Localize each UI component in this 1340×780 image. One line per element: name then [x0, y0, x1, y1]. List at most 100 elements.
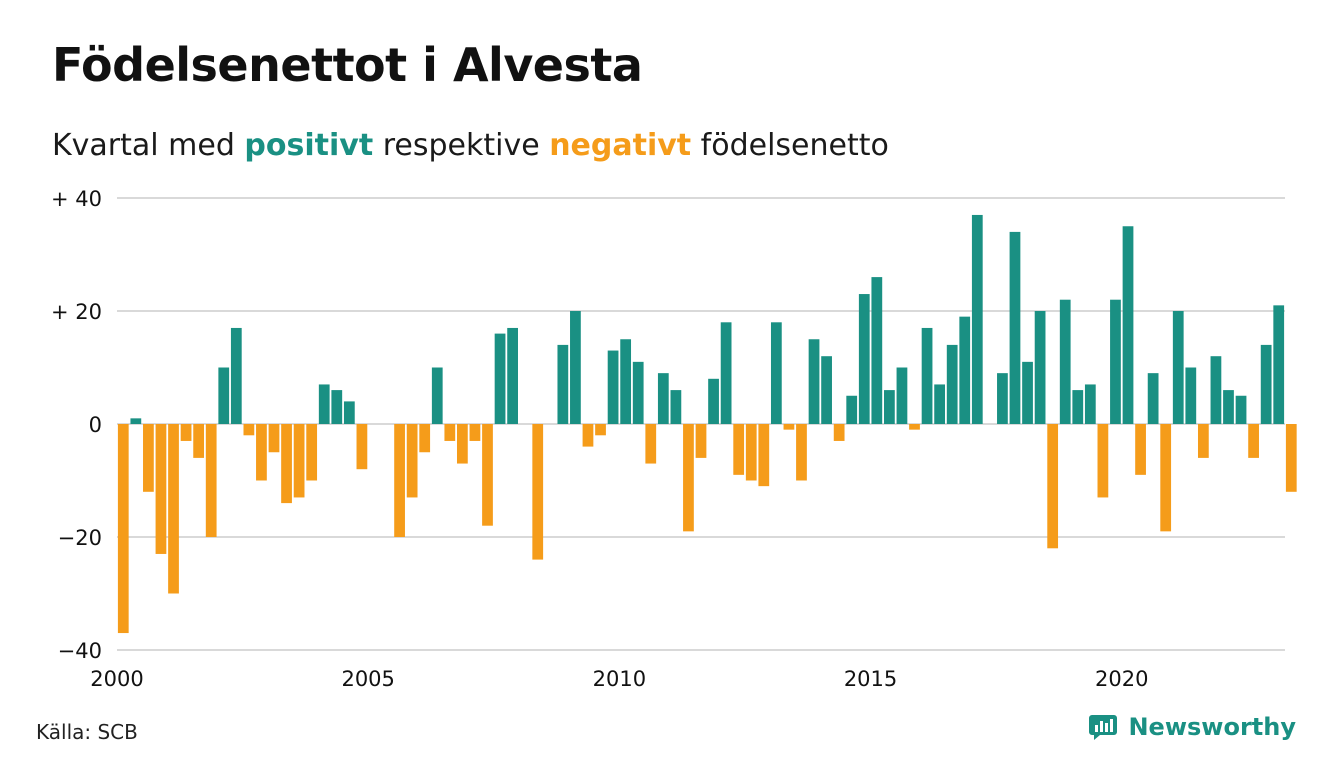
bar-positive	[921, 327, 933, 424]
bar-negative	[268, 424, 280, 453]
bar-negative	[745, 424, 757, 481]
bar-negative	[243, 424, 255, 436]
bar-positive	[331, 390, 343, 424]
bar-negative	[1135, 424, 1146, 475]
bar-positive	[1122, 226, 1134, 424]
bar-negative	[833, 424, 845, 441]
bar-positive	[1009, 231, 1021, 424]
bar-positive	[130, 418, 142, 424]
bar-positive	[884, 390, 895, 424]
bar-positive	[720, 322, 732, 424]
bar-positive	[770, 322, 782, 424]
brand-name: Newsworthy	[1128, 713, 1296, 741]
source-note: Källa: SCB	[36, 720, 138, 744]
bar-negative	[595, 424, 606, 436]
bar-negative	[193, 424, 205, 458]
bar-negative	[306, 424, 318, 481]
bar-chart-logo-icon	[1089, 715, 1118, 740]
bar-negative	[180, 424, 192, 441]
subtitle-suffix: födelsenetto	[691, 128, 889, 163]
bar-negative	[168, 424, 179, 594]
x-axis-tick-labels: 2000 2005 2010 2015 2020	[90, 667, 1148, 691]
bar-positive	[1210, 356, 1222, 424]
bar-positive	[343, 401, 355, 424]
y-tick-label: −40	[58, 639, 102, 663]
bar-positive	[858, 294, 870, 424]
bar-positive	[1235, 395, 1247, 424]
bar-negative	[783, 424, 795, 430]
bar-positive	[971, 214, 983, 424]
bar-positive	[230, 327, 242, 424]
x-tick-label: 2005	[341, 667, 394, 691]
bar-positive	[632, 361, 644, 424]
bar-positive	[218, 367, 230, 424]
bar-negative	[695, 424, 707, 458]
bar-negative	[1285, 424, 1297, 492]
bar-negative	[796, 424, 807, 481]
bar-negative	[281, 424, 292, 504]
bar-negative	[909, 424, 920, 430]
subtitle-prefix: Kvartal med	[52, 128, 245, 163]
bar-positive	[1034, 311, 1046, 424]
bar-negative	[394, 424, 405, 537]
bar-positive	[1110, 299, 1121, 424]
bar-negative	[482, 424, 493, 526]
bar-negative	[1097, 424, 1109, 498]
bar-positive	[1072, 390, 1084, 424]
subtitle-middle: respektive	[373, 128, 550, 163]
bar-positive	[1147, 373, 1159, 424]
bar-positive	[946, 344, 958, 424]
bar-negative	[143, 424, 154, 492]
bar-positive	[1273, 305, 1285, 424]
bar-negative	[1160, 424, 1172, 532]
bar-positive	[821, 356, 832, 424]
chart-title: Födelsenettot i Alvesta	[52, 38, 643, 92]
bar-negative	[205, 424, 217, 537]
bar-positive	[1172, 311, 1184, 424]
bar-positive	[620, 339, 632, 424]
bar-positive	[494, 333, 506, 424]
bar-positive	[607, 350, 619, 424]
bar-negative	[1248, 424, 1259, 458]
bar-positive	[657, 373, 669, 424]
bar-negative	[733, 424, 745, 475]
bar-negative	[683, 424, 694, 532]
bar-negative	[256, 424, 267, 481]
bars	[117, 214, 1297, 634]
bar-positive	[846, 395, 858, 424]
bar-negative	[406, 424, 418, 498]
bar-negative	[456, 424, 468, 464]
bar-positive	[670, 390, 682, 424]
bar-positive	[318, 384, 330, 424]
bar-positive	[557, 344, 569, 424]
bar-positive	[896, 367, 908, 424]
bar-positive	[507, 327, 518, 424]
y-tick-label: + 40	[51, 187, 102, 211]
subtitle-positive-word: positivt	[244, 128, 374, 163]
bar-negative	[582, 424, 594, 447]
bar-positive	[1084, 384, 1096, 424]
bar-positive	[570, 311, 581, 424]
bar-negative	[532, 424, 544, 560]
bar-positive	[934, 384, 946, 424]
y-tick-label: + 20	[51, 300, 102, 324]
bar-negative	[356, 424, 368, 470]
bar-negative	[1197, 424, 1209, 458]
y-axis-tick-labels: −40 −20 0 + 20 + 40	[51, 187, 102, 663]
bar-negative	[469, 424, 481, 441]
bar-positive	[997, 373, 1008, 424]
x-tick-label: 2015	[844, 667, 897, 691]
bar-negative	[645, 424, 657, 464]
brand-logo: Newsworthy	[1088, 712, 1296, 742]
bar-negative	[117, 424, 129, 634]
bar-positive	[431, 367, 443, 424]
bar-negative	[155, 424, 167, 554]
bar-positive	[1260, 344, 1272, 424]
y-tick-label: 0	[89, 413, 102, 437]
bar-positive	[808, 339, 820, 424]
bar-chart: −40 −20 0 + 20 + 40 2000 2005 2010 2015 2020	[51, 187, 1297, 691]
x-tick-label: 2010	[593, 667, 646, 691]
bar-negative	[444, 424, 456, 441]
subtitle-negative-word: negativt	[549, 128, 692, 163]
x-tick-label: 2000	[90, 667, 143, 691]
